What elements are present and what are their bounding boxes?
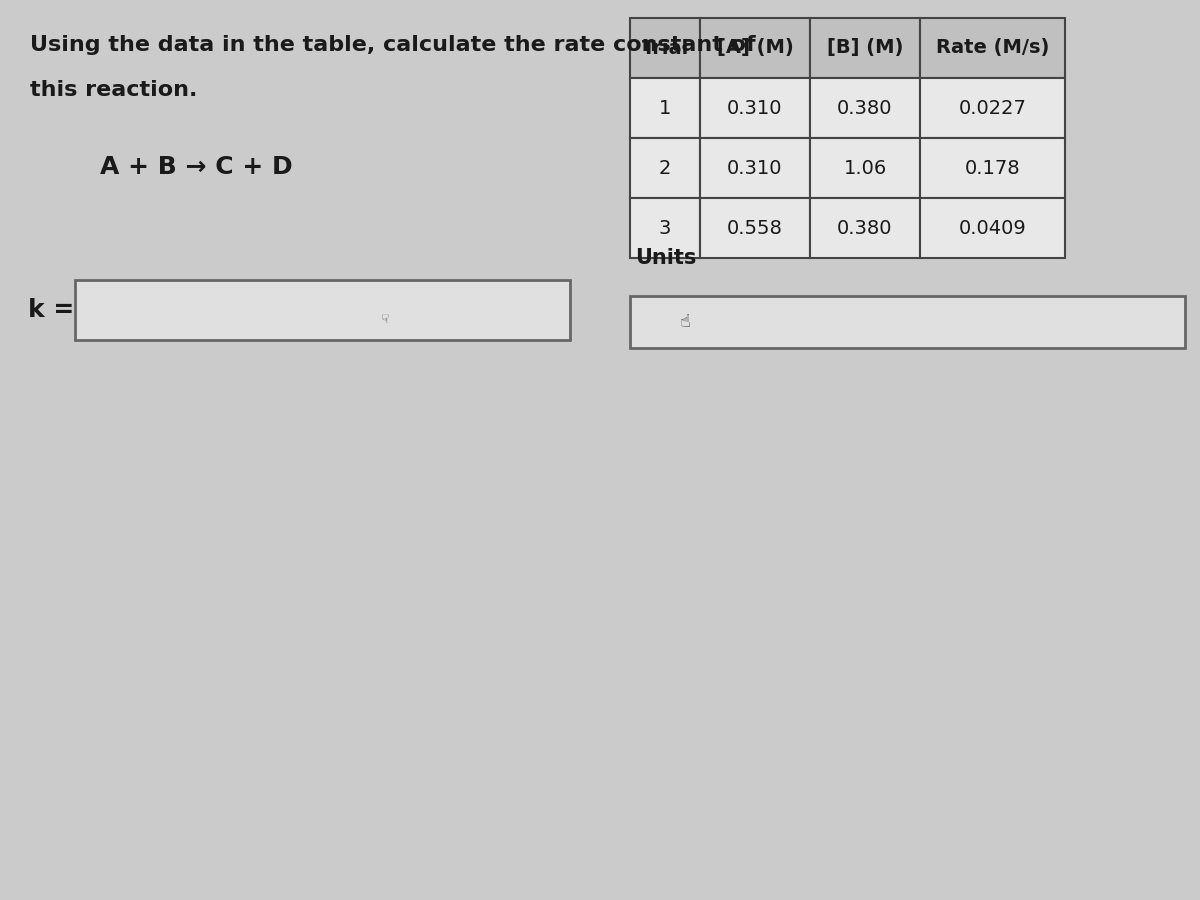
Bar [700, 198, 810, 258]
Text: 0.310: 0.310 [727, 158, 782, 177]
Bar [810, 198, 920, 258]
Text: 0.310: 0.310 [727, 98, 782, 118]
Bar [810, 78, 920, 138]
Text: A + B → C + D: A + B → C + D [100, 155, 293, 179]
Text: [A] (M): [A] (M) [716, 39, 793, 58]
Text: 0.0227: 0.0227 [959, 98, 1026, 118]
Bar [700, 78, 810, 138]
Bar [920, 78, 1066, 138]
Text: 0.380: 0.380 [838, 98, 893, 118]
Text: 1: 1 [659, 98, 671, 118]
Text: [B] (M): [B] (M) [827, 39, 904, 58]
Bar [920, 138, 1066, 198]
Text: ☝: ☝ [679, 313, 690, 331]
Bar [810, 138, 920, 198]
Bar [630, 78, 700, 138]
Text: 1.06: 1.06 [844, 158, 887, 177]
Bar [630, 138, 700, 198]
Bar [810, 18, 920, 78]
Text: 3: 3 [659, 219, 671, 238]
Text: Using the data in the table, calculate the rate constant of: Using the data in the table, calculate t… [30, 35, 756, 55]
Text: k =: k = [28, 298, 74, 322]
Bar [630, 296, 1186, 348]
Text: Units: Units [635, 248, 696, 268]
Text: Trial: Trial [641, 39, 689, 58]
Text: this reaction.: this reaction. [30, 80, 197, 100]
Text: 2: 2 [659, 158, 671, 177]
Text: ☞: ☞ [376, 313, 389, 325]
Text: 0.178: 0.178 [965, 158, 1020, 177]
Bar [920, 198, 1066, 258]
Text: Rate (M/s): Rate (M/s) [936, 39, 1049, 58]
Text: 0.0409: 0.0409 [959, 219, 1026, 238]
Text: 0.558: 0.558 [727, 219, 782, 238]
Bar [630, 18, 700, 78]
Bar [700, 18, 810, 78]
Bar [700, 138, 810, 198]
Bar [630, 198, 700, 258]
Bar [920, 18, 1066, 78]
Text: 0.380: 0.380 [838, 219, 893, 238]
Bar [74, 280, 570, 340]
